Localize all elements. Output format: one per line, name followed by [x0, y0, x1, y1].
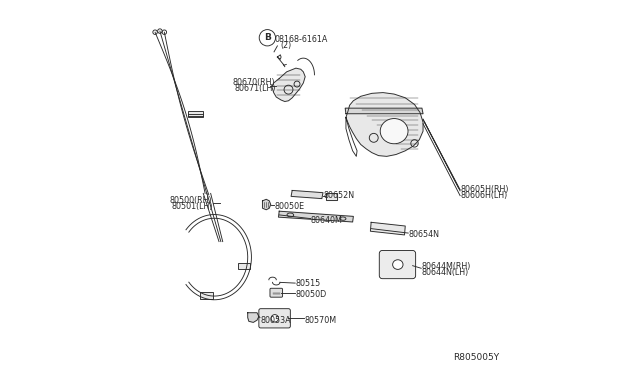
Ellipse shape: [380, 119, 408, 144]
FancyBboxPatch shape: [380, 250, 415, 279]
Text: 80053A: 80053A: [260, 316, 291, 325]
Text: 80644M(RH): 80644M(RH): [422, 262, 471, 271]
Text: 80670(RH): 80670(RH): [233, 78, 276, 87]
Text: 80050D: 80050D: [296, 291, 327, 299]
Text: 80515: 80515: [296, 279, 321, 288]
Ellipse shape: [392, 260, 403, 269]
Text: (2): (2): [280, 41, 292, 51]
Text: 08168-6161A: 08168-6161A: [275, 35, 328, 44]
Bar: [200, 292, 212, 299]
Polygon shape: [346, 93, 423, 156]
Text: 80605H(RH): 80605H(RH): [461, 185, 509, 194]
Polygon shape: [248, 313, 259, 323]
Bar: [188, 111, 204, 118]
Text: 80652N: 80652N: [324, 191, 355, 200]
Polygon shape: [345, 108, 423, 114]
Text: R805005Y: R805005Y: [454, 353, 500, 362]
Polygon shape: [272, 68, 305, 102]
Polygon shape: [262, 199, 271, 210]
Text: 80654N: 80654N: [409, 230, 440, 239]
Text: 80644N(LH): 80644N(LH): [422, 268, 469, 277]
Polygon shape: [278, 211, 353, 222]
Ellipse shape: [271, 315, 278, 322]
Text: B: B: [264, 33, 271, 42]
FancyBboxPatch shape: [270, 288, 283, 297]
Text: 80570M: 80570M: [305, 316, 337, 325]
Polygon shape: [326, 193, 337, 200]
Text: 80640M: 80640M: [311, 216, 342, 225]
Text: 80501(LH): 80501(LH): [171, 202, 212, 211]
FancyBboxPatch shape: [259, 309, 291, 328]
Text: 80671(LH): 80671(LH): [234, 84, 276, 93]
Polygon shape: [371, 222, 405, 235]
Text: 80500(RH): 80500(RH): [170, 196, 212, 205]
Bar: [239, 263, 250, 269]
Text: 80606H(LH): 80606H(LH): [461, 191, 508, 200]
Polygon shape: [291, 190, 323, 199]
Text: 80050E: 80050E: [275, 202, 305, 211]
